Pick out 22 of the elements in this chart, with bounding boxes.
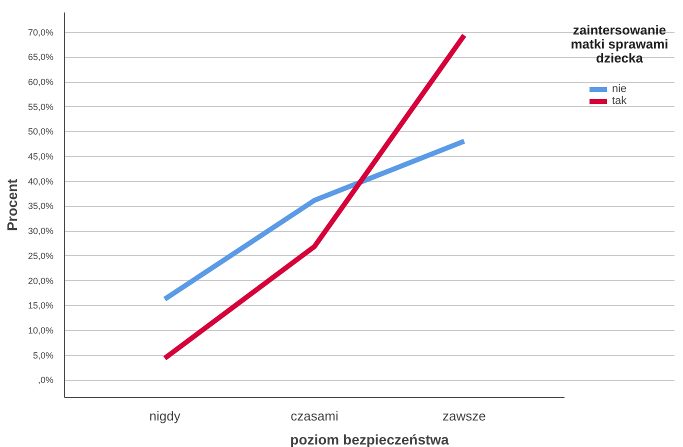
legend-label: tak — [612, 95, 628, 107]
x-tick-label: zawsze — [442, 408, 486, 424]
y-axis-title: Procent — [4, 178, 20, 232]
y-tick-label: ,0% — [38, 375, 54, 386]
y-tick-label: 20,0% — [28, 276, 54, 286]
y-tick-label: 35,0% — [28, 201, 54, 212]
legend-title: zaintersowanie matki sprawami dziecka — [570, 22, 668, 66]
y-tick-label: 60,0% — [28, 77, 54, 88]
legend-label: nie — [612, 83, 628, 95]
y-tick-label: 5,0% — [32, 350, 54, 360]
y-tick-label: 55,0% — [28, 102, 54, 112]
y-tick-label: 40,0% — [28, 176, 54, 186]
y-tick-label: 15,0% — [28, 300, 54, 311]
y-tick-label: 10,0% — [28, 325, 54, 336]
x-tick-label: nigdy — [149, 408, 181, 424]
y-tick-label: 70,0% — [28, 27, 54, 38]
x-tick-label: czasami — [290, 408, 338, 424]
y-tick-label: 30,0% — [28, 226, 54, 236]
y-tick-label: 25,0% — [28, 250, 54, 261]
y-tick-label: 50,0% — [28, 126, 54, 137]
y-tick-label: 65,0% — [28, 52, 54, 62]
y-tick-label: 45,0% — [28, 152, 54, 162]
